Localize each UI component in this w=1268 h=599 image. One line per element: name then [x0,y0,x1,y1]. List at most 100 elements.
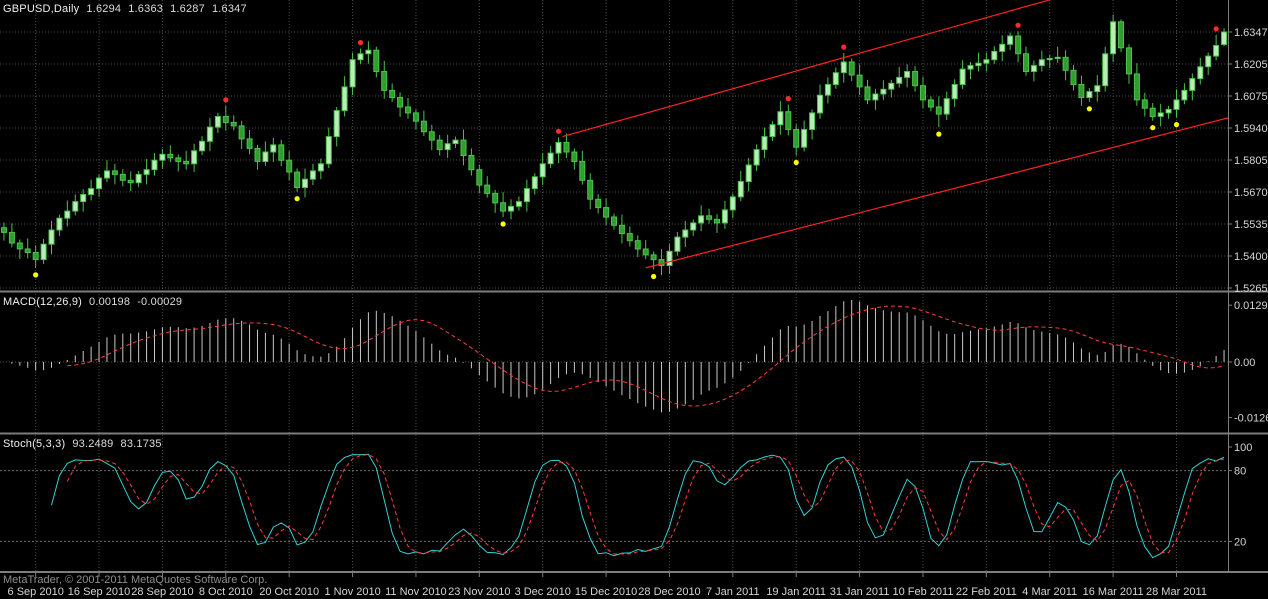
candle-body [658,259,665,267]
yellow-signal-dot [793,159,799,166]
candle [626,226,633,247]
candle-body [1070,69,1077,86]
symbol-timeframe-label: GBPUSD,Daily [3,3,80,15]
candle [1126,44,1132,84]
candle [706,208,713,224]
candle-body [848,61,855,76]
candle [1086,88,1093,102]
candle [523,179,530,212]
candle-body [325,136,332,165]
candle-body [832,72,839,85]
candle-body [1157,112,1164,117]
candle [88,179,95,201]
close-value: 1.6347 [211,3,247,15]
panel-separator [0,571,1268,573]
candle [111,163,118,185]
candle [389,83,396,102]
date-axis-label: 20 Oct 2010 [259,586,319,598]
candle-body [721,209,728,224]
candle-body [991,50,998,61]
candle-body [912,71,919,87]
candle [48,221,55,255]
candle [618,214,625,244]
candle [238,120,245,149]
candle [1141,92,1148,117]
candle-body [611,216,617,226]
date-axis-label: 28 Sep 2010 [131,586,193,598]
candle-body [666,250,673,267]
trendline [562,0,1050,138]
stoch-axis-label: 80 [1234,466,1246,478]
candle [452,136,459,148]
candle [175,154,182,172]
candle-body [341,86,348,112]
candle [1181,83,1188,105]
candle [64,200,71,227]
axis-layer: 1.6347 1.6205 1.6075 1.5940 1.5805 1.5670 1.55… [8,27,1268,598]
candle-body [856,74,863,88]
candle-body [167,153,174,159]
candle [714,214,720,233]
candle [603,198,610,226]
candle-body [397,97,404,108]
candle [642,240,649,260]
candle [16,239,23,259]
stoch-signal-value: 83.1735 [120,438,162,450]
candle-body [420,120,427,133]
candle [468,148,475,176]
candle-body [1181,89,1188,101]
candle-body [880,88,887,95]
candle-body [16,242,23,250]
candle-body [745,164,752,183]
candle [500,192,507,217]
candle-body [729,196,736,211]
candle-body [206,126,213,142]
candle [761,127,768,158]
candle [420,110,427,137]
candle-body [698,215,705,224]
candle-body [1189,78,1196,91]
candle-body [104,170,110,179]
candle-body [1054,56,1061,59]
candle-body [888,82,895,90]
candle [1221,28,1227,47]
candle-body [412,112,419,122]
candle-body [737,181,744,198]
candle [254,144,261,170]
candle [864,79,871,105]
candle-body [500,202,507,212]
candle-body [72,201,79,212]
candle-body [1141,99,1148,109]
macd-signal-value: -0.00029 [137,296,183,308]
symbol-title: GBPUSD,Daily 1.6294 1.6363 1.6287 1.6347 [3,3,247,15]
candle [32,245,39,268]
red-signal-dot [223,97,229,103]
candle-body [254,147,261,162]
candle [801,120,808,152]
candle-body [769,124,776,137]
candle-body [40,243,47,261]
candle-body [452,139,459,145]
date-axis-label: 15 Dec 2010 [575,586,637,598]
candle-body [682,229,689,238]
stoch-indicator-label: Stoch(5,3,3) [3,438,66,450]
candle [975,52,982,72]
candle-body [357,53,364,61]
stoch-layer [51,453,1225,559]
yellow-signal-dot [936,131,942,137]
candle [777,101,784,135]
panel-separator [0,290,1268,293]
candle-body [642,248,649,256]
candle-body [1197,66,1204,80]
candle-body [1110,21,1117,55]
candle [317,158,324,180]
candle [935,96,942,128]
candle [333,107,340,147]
macd-title: MACD(12,26,9) 0.00198 -0.00029 [3,296,182,308]
candle [508,199,514,220]
candle-body [468,155,475,171]
candle [674,231,681,256]
candle-body [714,218,720,224]
candle [278,139,285,167]
